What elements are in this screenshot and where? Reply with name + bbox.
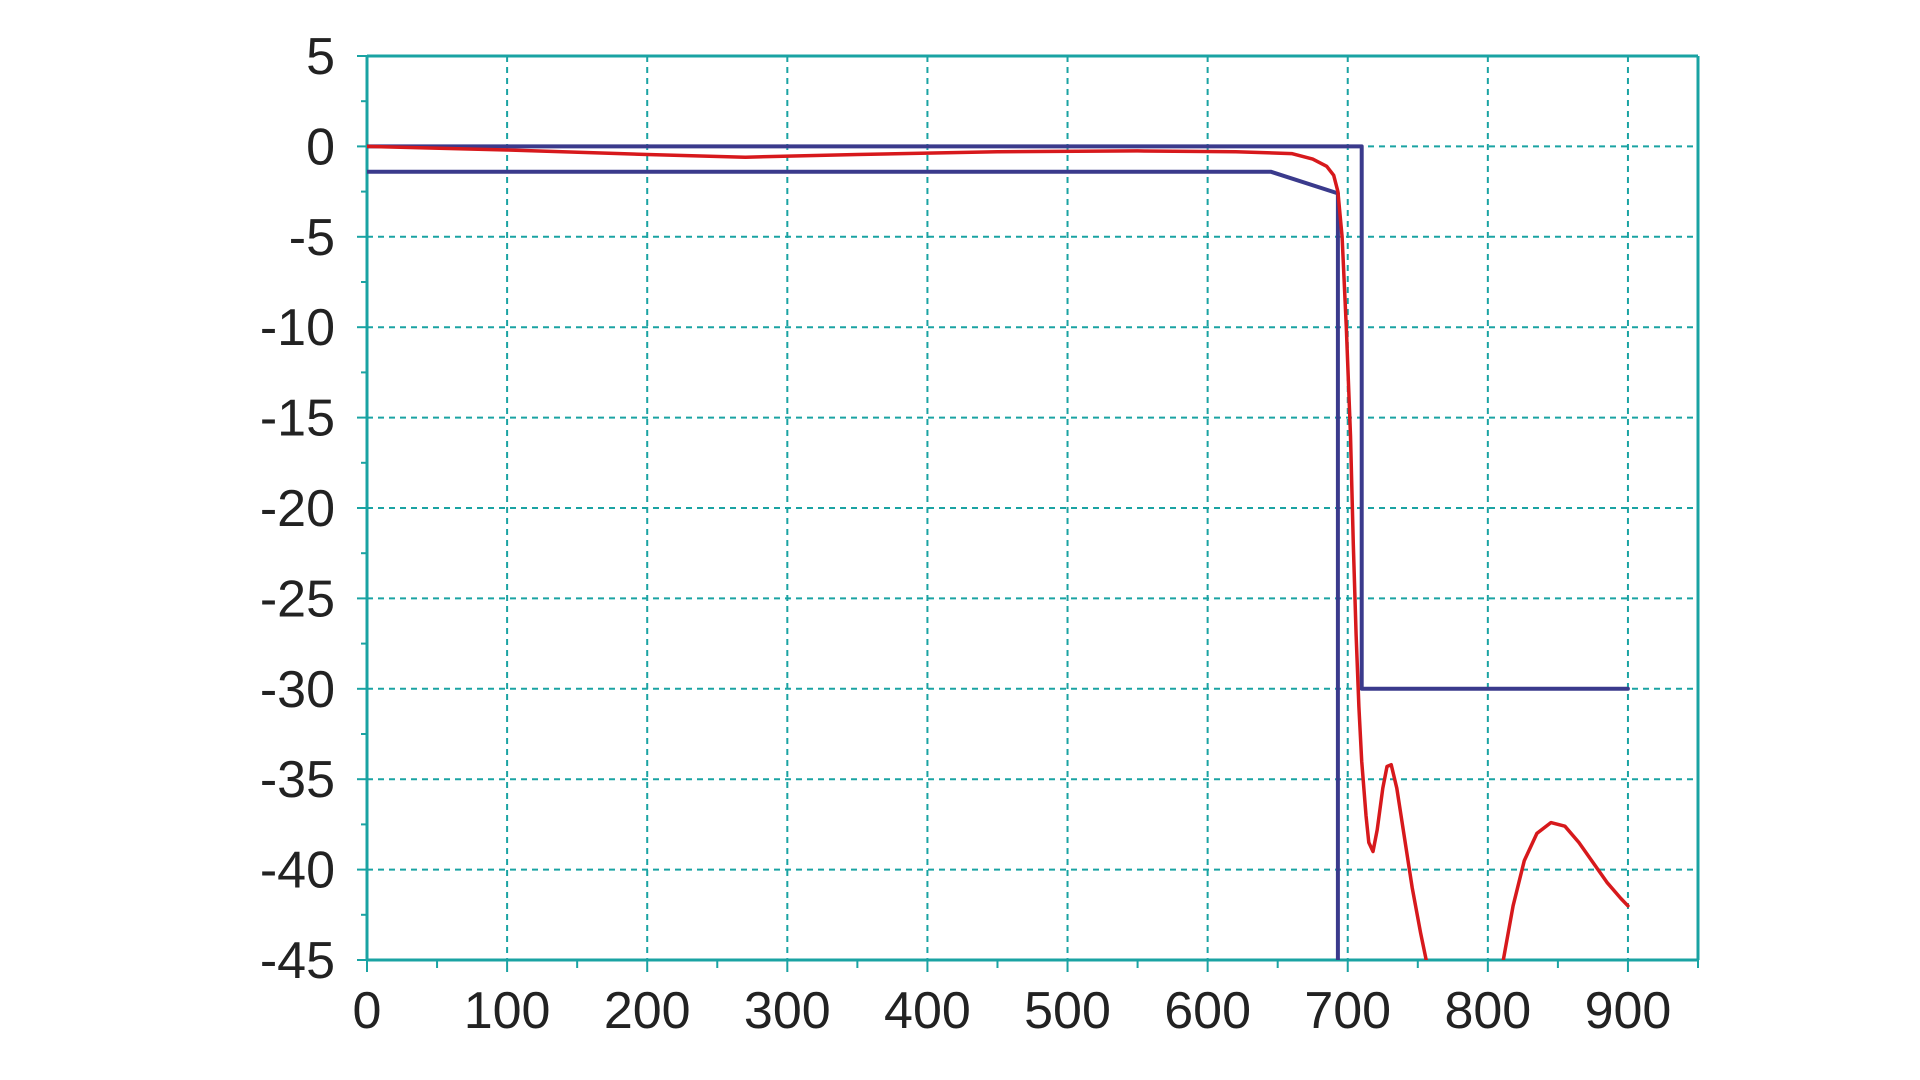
x-tick-label: 800 bbox=[1444, 982, 1531, 1040]
x-tick-label: 300 bbox=[744, 982, 831, 1040]
x-tick-label: 600 bbox=[1164, 982, 1251, 1040]
x-tick-label: 500 bbox=[1024, 982, 1111, 1040]
y-tick-label: -15 bbox=[260, 390, 335, 448]
tick-labels: 5 0 -5 -10 -15 -20 -25 -30 -35 -40 -45 0 100 200 300 40… bbox=[260, 28, 1671, 1040]
x-tick-label: 100 bbox=[464, 982, 551, 1040]
series-line-lower-mask bbox=[367, 169, 1340, 960]
grid bbox=[367, 56, 1698, 960]
axes bbox=[357, 54, 1700, 972]
y-tick-label: -45 bbox=[260, 932, 335, 990]
x-tick-label: 400 bbox=[884, 982, 971, 1040]
y-tick-label: -25 bbox=[260, 570, 335, 628]
y-tick-label: -40 bbox=[260, 842, 335, 900]
y-tick-label: 0 bbox=[306, 118, 335, 176]
y-tick-label: -35 bbox=[260, 751, 335, 809]
x-tick-label: 200 bbox=[604, 982, 691, 1040]
y-tick-label: 5 bbox=[306, 28, 335, 86]
series-line-response-1 bbox=[367, 144, 1428, 960]
y-tick-label: -20 bbox=[260, 480, 335, 538]
x-tick-label: 700 bbox=[1304, 982, 1391, 1040]
series bbox=[367, 144, 1630, 960]
x-tick-label: 900 bbox=[1585, 982, 1672, 1040]
y-tick-label: -30 bbox=[260, 661, 335, 719]
x-tick-label: 0 bbox=[353, 982, 382, 1040]
y-tick-label: -5 bbox=[289, 209, 335, 267]
series-line-response-2 bbox=[1501, 820, 1630, 960]
series-line-upper-mask bbox=[367, 144, 1630, 691]
y-tick-label: -10 bbox=[260, 299, 335, 357]
